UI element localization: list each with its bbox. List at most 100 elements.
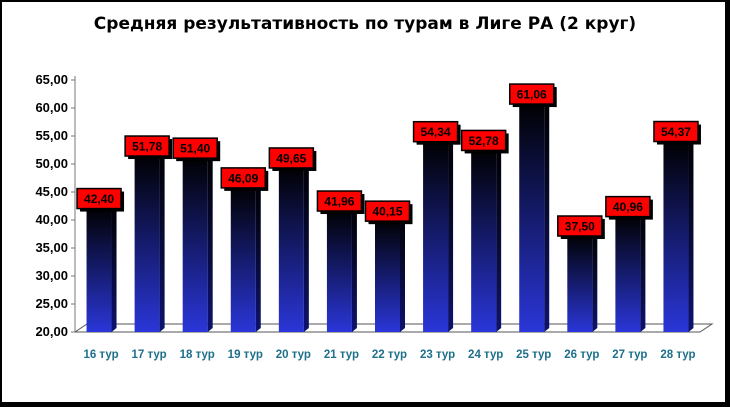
data-label-text: 61,06	[517, 88, 547, 102]
bar-front	[375, 219, 400, 332]
chart-title: Средняя результативность по турам в Лиге…	[93, 14, 637, 34]
bar-front	[86, 206, 112, 332]
x-tick-label: 23 тур	[420, 349, 455, 361]
bar	[86, 202, 117, 332]
bar-front	[423, 139, 449, 332]
bar	[663, 135, 694, 332]
bar	[519, 98, 550, 333]
bar-side	[400, 215, 405, 332]
bar-front	[519, 102, 545, 333]
data-label-box	[364, 200, 411, 222]
data-label-text: 42,40	[84, 192, 114, 206]
bar-front	[471, 148, 497, 332]
data-label-box	[172, 137, 218, 159]
x-tick-label: 27 тур	[612, 349, 647, 361]
bar	[230, 181, 261, 332]
x-tick-label: 16 тур	[83, 349, 118, 361]
bar-side	[544, 98, 550, 333]
data-label-box	[268, 147, 315, 169]
y-tick-label: 50,00	[35, 156, 68, 171]
data-label: 54,37	[653, 120, 701, 145]
bar-side	[303, 161, 309, 332]
x-tick-label: 17 тур	[132, 349, 167, 361]
bar	[326, 205, 357, 332]
data-label-box	[557, 215, 603, 237]
bar-front	[134, 154, 160, 332]
data-label: 52,78	[460, 129, 509, 154]
x-tick-label: 20 тур	[276, 349, 311, 361]
bar-front	[567, 234, 593, 332]
data-label: 40,15	[364, 200, 413, 225]
y-tick-label: 35,00	[35, 240, 68, 255]
x-tick-label: 28 тур	[660, 349, 695, 361]
data-label: 46,09	[220, 167, 269, 191]
x-tick-label: 19 тур	[228, 349, 263, 361]
data-label-text: 41,96	[324, 195, 354, 209]
bar-side	[688, 135, 694, 332]
bar	[567, 230, 598, 332]
bar-side	[592, 230, 598, 332]
data-label: 41,96	[316, 190, 365, 215]
data-label-text: 52,78	[469, 134, 499, 148]
bar-front	[182, 156, 208, 332]
data-label: 54,34	[412, 120, 461, 145]
bar-side	[255, 181, 261, 332]
data-label: 51,78	[124, 135, 173, 160]
data-label: 51,40	[172, 137, 221, 162]
data-label-box	[412, 120, 459, 143]
bar-side	[159, 150, 165, 332]
y-tick-label: 25,00	[35, 296, 68, 311]
y-tick-label: 30,00	[35, 268, 68, 283]
data-label-text: 40,15	[372, 205, 402, 219]
x-tick-label: 24 тур	[468, 349, 503, 361]
y-tick-label: 60,00	[35, 100, 68, 115]
bar	[134, 150, 165, 332]
data-label: 40,96	[605, 195, 653, 220]
data-label-text: 37,50	[565, 220, 595, 234]
bar-front	[278, 165, 304, 332]
x-tick-label: 18 тур	[180, 349, 215, 361]
y-tick-label: 40,00	[35, 212, 68, 227]
data-label-text: 46,09	[228, 171, 258, 185]
data-label-box	[124, 135, 170, 157]
bar	[278, 161, 309, 332]
bar	[615, 210, 646, 332]
data-label-box	[76, 187, 122, 210]
bar-front	[326, 209, 352, 332]
bar-side	[111, 202, 117, 332]
bar-front	[663, 139, 689, 332]
bar-front	[230, 185, 256, 332]
data-label-text: 54,34	[421, 125, 451, 139]
x-tick-label: 22 тур	[372, 349, 407, 361]
bar-side	[351, 205, 357, 332]
data-label: 42,40	[76, 187, 125, 212]
y-tick-label: 65,00	[35, 72, 68, 87]
bar	[182, 152, 213, 332]
data-label-text: 54,37	[661, 125, 691, 139]
data-label-box	[316, 190, 363, 212]
y-tick-label: 45,00	[35, 184, 68, 199]
data-label: 37,50	[557, 215, 605, 239]
data-label-box	[220, 167, 267, 189]
data-label-box	[653, 120, 699, 143]
bar-side	[207, 152, 213, 332]
y-tick-label: 55,00	[35, 128, 68, 143]
x-tick-label: 25 тур	[516, 349, 551, 361]
data-label-text: 40,96	[613, 200, 643, 214]
x-tick-label: 21 тур	[324, 349, 359, 361]
data-label-text: 51,78	[132, 140, 162, 154]
bar-side	[448, 135, 454, 332]
bar-side	[640, 210, 646, 332]
bar	[471, 144, 502, 332]
bar	[423, 135, 454, 332]
data-label-box	[460, 129, 507, 152]
bar	[375, 215, 405, 332]
data-label-text: 51,40	[180, 142, 210, 156]
data-label: 49,65	[268, 147, 317, 171]
data-label-text: 49,65	[276, 151, 306, 165]
data-label-box	[508, 83, 555, 105]
bar-side	[496, 144, 502, 332]
x-tick-label: 26 тур	[564, 349, 599, 361]
bar-front	[615, 214, 641, 332]
